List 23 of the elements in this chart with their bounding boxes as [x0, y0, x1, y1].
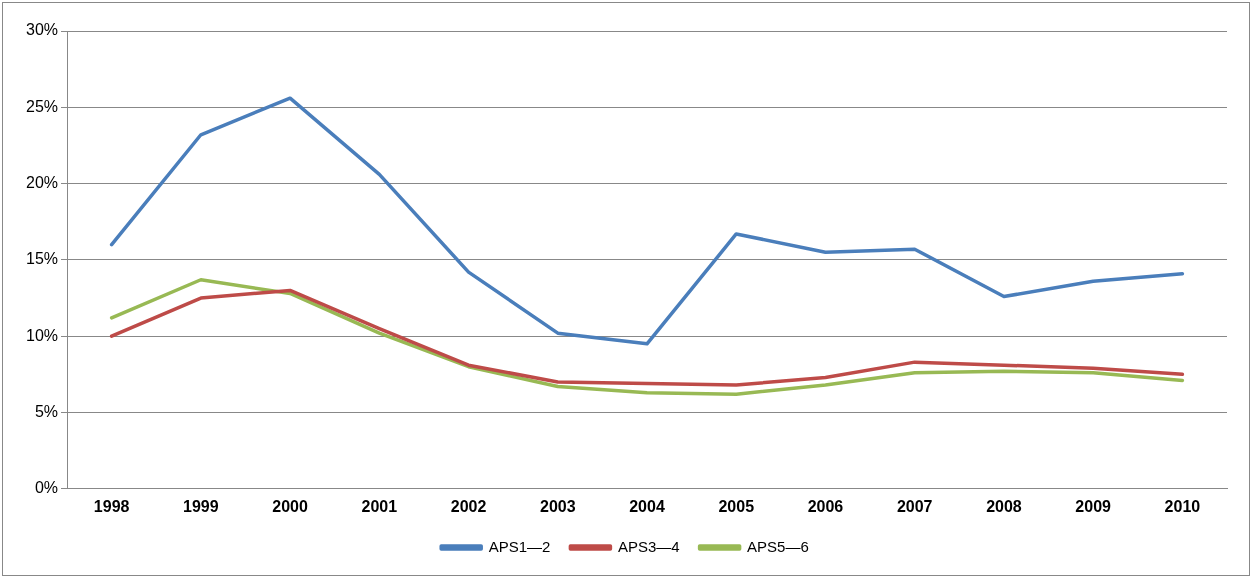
legend-label: APS3—4 [617, 537, 680, 555]
x-tick-label: 2002 [450, 497, 487, 515]
x-tick-label: 2005 [718, 497, 755, 515]
x-tick-label: 2010 [1164, 497, 1201, 515]
x-tick-label: 2008 [986, 497, 1022, 515]
y-tick-label: 30% [25, 21, 59, 39]
x-tick-label: 2001 [361, 497, 398, 515]
legend-label: APS1—2 [488, 537, 551, 555]
x-tick-label: 1999 [183, 497, 219, 515]
x-tick-label: 2003 [539, 497, 576, 515]
y-tick-label: 0% [34, 479, 59, 497]
y-tick-label: 15% [25, 250, 59, 268]
y-tick-label: 10% [25, 326, 59, 344]
x-tick-label: 2004 [629, 497, 665, 515]
legend-label: APS5—6 [747, 537, 809, 555]
y-tick-label: 20% [25, 174, 59, 192]
x-tick-label: 2007 [896, 497, 933, 515]
x-tick-label: 1998 [93, 497, 130, 515]
y-tick-label: 25% [25, 97, 59, 115]
x-tick-label: 2009 [1075, 497, 1112, 515]
y-tick-label: 5% [34, 402, 59, 420]
x-tick-label: 2006 [807, 497, 844, 515]
x-tick-label: 2000 [272, 497, 308, 515]
